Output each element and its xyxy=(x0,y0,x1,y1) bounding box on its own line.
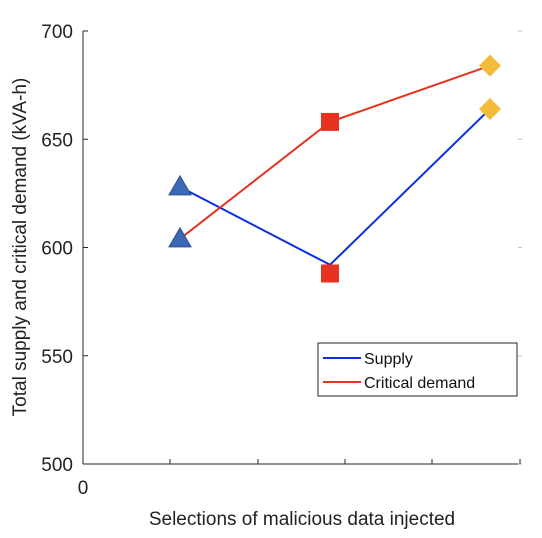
marker-square xyxy=(321,264,339,283)
y-axis-title: Total supply and critical demand (kVA-h) xyxy=(10,78,31,417)
marker-triangle xyxy=(168,174,192,196)
marker-diamond xyxy=(479,97,501,120)
x-origin-label: 0 xyxy=(78,478,89,499)
y-tick-label: 500 xyxy=(41,455,73,476)
x-ticks xyxy=(169,459,521,464)
y-tick-label: 550 xyxy=(41,347,73,368)
marker-triangle xyxy=(168,226,192,248)
legend-label-critical-demand: Critical demand xyxy=(364,375,475,392)
legend: Supply Critical demand xyxy=(317,342,518,397)
y-tick-label: 700 xyxy=(41,22,73,43)
marker-square xyxy=(321,112,339,131)
x-axis-title: Selections of malicious data injected xyxy=(149,509,455,530)
markers xyxy=(168,54,501,283)
y-tick-label: 650 xyxy=(41,130,73,151)
legend-box xyxy=(317,342,518,397)
y-ticks: 500 550 600 650 700 xyxy=(41,22,522,476)
y-tick-label: 600 xyxy=(41,239,73,260)
plot-area xyxy=(83,31,522,464)
marker-diamond xyxy=(479,54,501,77)
legend-label-supply: Supply xyxy=(364,351,413,368)
